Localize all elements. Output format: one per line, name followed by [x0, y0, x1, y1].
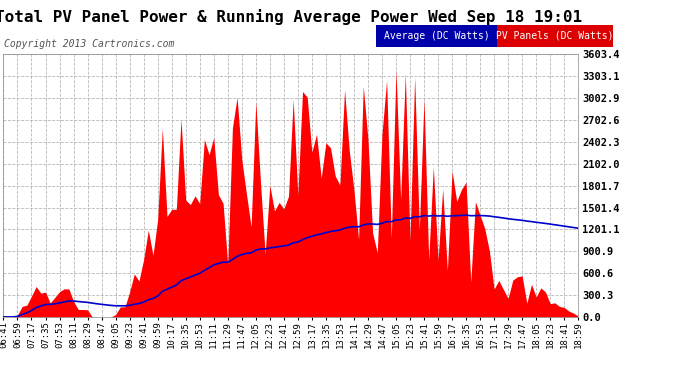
Text: PV Panels (DC Watts): PV Panels (DC Watts) [496, 31, 613, 41]
Text: Copyright 2013 Cartronics.com: Copyright 2013 Cartronics.com [4, 39, 175, 49]
Text: Average (DC Watts): Average (DC Watts) [384, 31, 489, 41]
Text: Total PV Panel Power & Running Average Power Wed Sep 18 19:01: Total PV Panel Power & Running Average P… [0, 9, 582, 26]
